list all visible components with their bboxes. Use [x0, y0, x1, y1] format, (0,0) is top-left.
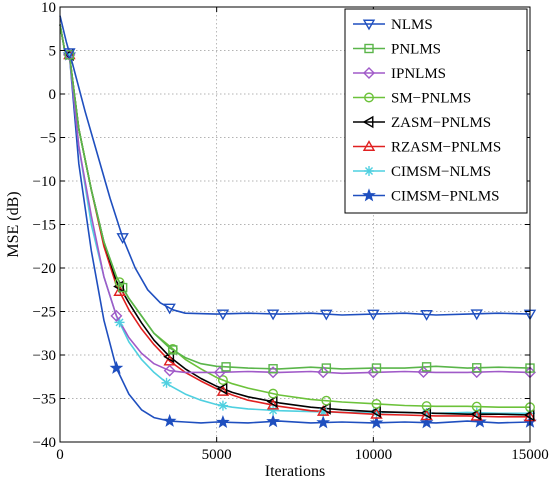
legend-item: IPNLMS [353, 66, 446, 82]
data-point [217, 375, 228, 386]
data-point [317, 366, 330, 379]
legend-item: NLMS [353, 17, 433, 33]
data-point [316, 415, 331, 429]
data-point [266, 309, 280, 321]
data-point [216, 414, 230, 428]
legend-item: CIMSM−NLMS [353, 164, 491, 180]
y-tick-label: −40 [33, 435, 56, 451]
data-point [116, 233, 129, 244]
legend-marker [363, 67, 375, 79]
data-point [217, 400, 228, 411]
legend-marker [362, 19, 376, 31]
legend-label: RZASM−PNLMS [391, 140, 501, 156]
data-point [321, 395, 332, 406]
y-tick-label: 10 [41, 0, 56, 16]
data-point [471, 401, 482, 412]
data-point [110, 309, 123, 322]
y-tick-label: −5 [40, 131, 56, 147]
data-point [162, 413, 177, 427]
data-point [161, 377, 172, 388]
series-line [59, 15, 531, 316]
data-point [109, 360, 124, 374]
legend-label: ZASM−PNLMS [391, 115, 491, 131]
data-point [63, 48, 76, 60]
legend-label: NLMS [391, 17, 433, 33]
legend-label: CIMSM−PNLMS [391, 189, 500, 205]
y-tick-label: −20 [33, 261, 56, 277]
legend-item: PNLMS [353, 42, 441, 58]
data-point [321, 363, 332, 373]
x-tick-label: 5000 [202, 447, 232, 463]
y-tick-label: −25 [33, 305, 56, 321]
data-point [114, 317, 125, 328]
legend-marker [364, 43, 374, 54]
y-tick-label: −35 [33, 392, 56, 408]
data-point [420, 310, 433, 321]
series-lines [59, 15, 531, 424]
y-tick-label: −15 [33, 218, 56, 234]
data-point [268, 364, 278, 374]
legend-marker [362, 188, 376, 202]
data-point [163, 303, 176, 315]
legend-marker [364, 166, 374, 176]
series-line [59, 24, 531, 375]
x-tick-label: 0 [56, 447, 64, 463]
data-point [266, 395, 278, 408]
data-point [216, 309, 230, 321]
data-point [369, 415, 384, 429]
axis-ticks: 0 5000 10000 15000 10 5 0 −5 −10 −15 −20 −25 −30 −35 −… [33, 0, 549, 463]
legend-label: PNLMS [391, 42, 441, 58]
data-point [319, 402, 331, 415]
y-tick-label: 0 [49, 87, 57, 103]
data-point [163, 364, 176, 377]
x-tick-label: 10000 [355, 447, 393, 463]
data-point [367, 366, 380, 379]
legend-marker [364, 92, 374, 103]
legend-item: CIMSM−PNLMS [353, 188, 500, 205]
legend-marker [362, 140, 376, 151]
legend-item: ZASM−PNLMS [353, 115, 491, 131]
legend-label: IPNLMS [391, 66, 446, 82]
data-point [117, 282, 128, 293]
data-point [268, 388, 279, 399]
legend-item: SM−PNLMS [353, 91, 471, 107]
data-point [370, 405, 381, 418]
legend: NLMS PNLMS IPNLMS SM−PNLMS ZASM−PNLMS RZASM−P… [344, 8, 528, 214]
legend-label: SM−PNLMS [391, 91, 471, 107]
data-point [472, 363, 482, 373]
legend-box [344, 8, 528, 214]
x-axis-label: Iterations [265, 463, 325, 480]
data-point [221, 362, 231, 372]
legend-label: CIMSM−NLMS [391, 164, 491, 180]
legend-item: RZASM−PNLMS [353, 140, 501, 156]
y-tick-label: 5 [49, 44, 57, 60]
data-point [371, 398, 382, 409]
data-point [216, 382, 228, 395]
data-point [371, 363, 382, 373]
data-point [421, 401, 432, 412]
data-point [523, 408, 535, 422]
y-tick-label: −10 [33, 174, 56, 190]
data-point [421, 362, 432, 372]
data-point [470, 407, 482, 421]
data-point [320, 309, 333, 321]
y-axis-label: MSE (dB) [5, 191, 22, 257]
legend-marker [362, 115, 374, 129]
series-line [59, 24, 531, 370]
data-point [419, 415, 434, 429]
y-tick-label: −30 [33, 348, 56, 364]
data-point [266, 398, 280, 410]
series-line [59, 24, 531, 424]
x-tick-label: 15000 [511, 447, 549, 463]
data-point [367, 309, 380, 321]
data-point [114, 277, 125, 288]
data-point [470, 309, 483, 321]
data-point [268, 405, 279, 416]
data-point [266, 414, 280, 428]
data-point [168, 345, 178, 355]
